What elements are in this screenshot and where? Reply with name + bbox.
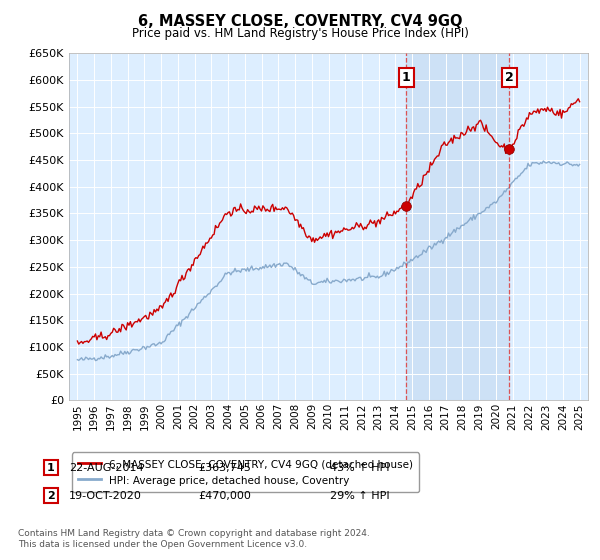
Text: 19-OCT-2020: 19-OCT-2020 (69, 491, 142, 501)
Text: 1: 1 (402, 71, 410, 84)
Text: 29% ↑ HPI: 29% ↑ HPI (330, 491, 389, 501)
Text: 6, MASSEY CLOSE, COVENTRY, CV4 9GQ: 6, MASSEY CLOSE, COVENTRY, CV4 9GQ (138, 14, 462, 29)
Text: £363,745: £363,745 (198, 463, 251, 473)
Legend: 6, MASSEY CLOSE, COVENTRY, CV4 9GQ (detached house), HPI: Average price, detache: 6, MASSEY CLOSE, COVENTRY, CV4 9GQ (deta… (71, 452, 419, 492)
Text: Price paid vs. HM Land Registry's House Price Index (HPI): Price paid vs. HM Land Registry's House … (131, 27, 469, 40)
Text: 2: 2 (505, 71, 514, 84)
Text: 22-AUG-2014: 22-AUG-2014 (69, 463, 143, 473)
Text: 1: 1 (47, 463, 55, 473)
Text: 43% ↑ HPI: 43% ↑ HPI (330, 463, 389, 473)
Bar (406, 53, 509, 400)
Text: Contains HM Land Registry data © Crown copyright and database right 2024.
This d: Contains HM Land Registry data © Crown c… (18, 529, 370, 549)
Text: 2: 2 (47, 491, 55, 501)
Text: £470,000: £470,000 (198, 491, 251, 501)
